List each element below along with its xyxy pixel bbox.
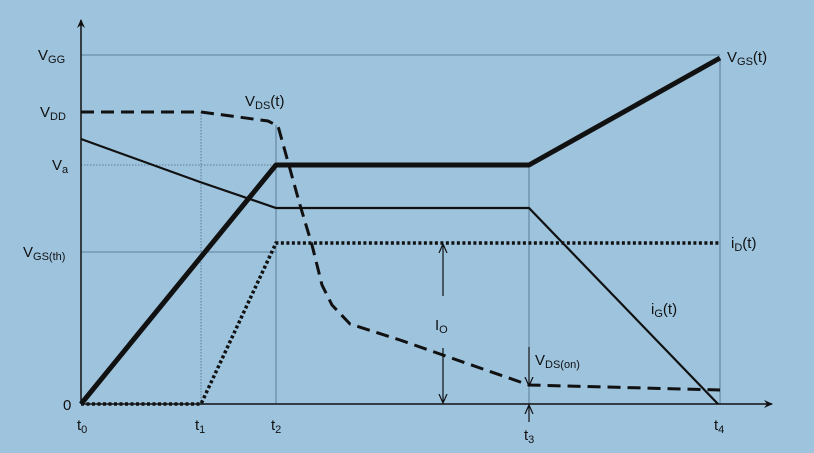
label-vdson: VDS(on) bbox=[535, 352, 580, 371]
label-vgg: VGG bbox=[38, 47, 65, 66]
label-id-t: iD(t) bbox=[731, 235, 756, 254]
label-t1: t1 bbox=[195, 417, 205, 436]
vgs-curve bbox=[79, 55, 722, 406]
label-vgs-t: VGS(t) bbox=[727, 49, 767, 68]
label-vdd: VDD bbox=[40, 104, 66, 123]
label-va: Va bbox=[52, 157, 69, 176]
label-zero: 0 bbox=[63, 397, 71, 414]
label-t2: t2 bbox=[271, 417, 281, 436]
label-t3: t3 bbox=[524, 427, 534, 446]
label-t4: t4 bbox=[714, 417, 724, 436]
ig-curve bbox=[80, 137, 719, 405]
label-t0: t0 bbox=[77, 417, 87, 436]
id-curve bbox=[81, 241, 720, 406]
label-io: IO bbox=[435, 317, 448, 336]
vds-curve bbox=[81, 110, 721, 392]
label-vgsth: VGS(th) bbox=[23, 244, 65, 263]
guide-lines bbox=[81, 54, 721, 404]
label-ig-t: iG(t) bbox=[651, 301, 677, 320]
label-vds-t: VDS(t) bbox=[245, 93, 284, 112]
